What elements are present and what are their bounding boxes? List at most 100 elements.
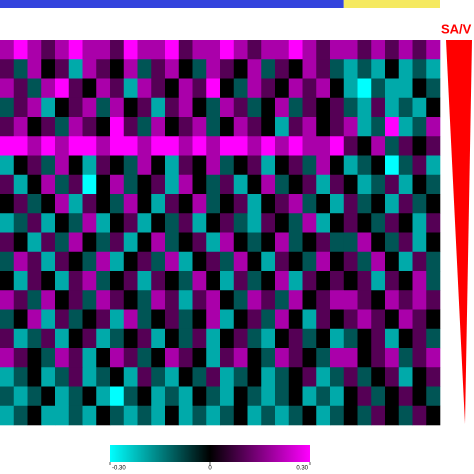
heatmap-cell: [0, 251, 15, 272]
heatmap-cell: [398, 290, 413, 310]
heatmap-cell: [357, 117, 372, 137]
heatmap-cell: [41, 213, 56, 233]
heatmap-cell: [247, 117, 262, 137]
column-group-bar: [343, 0, 440, 8]
heatmap-cell: [343, 194, 358, 214]
heatmap-cell: [412, 328, 427, 349]
heatmap-cell: [151, 155, 166, 176]
heatmap-cell: [330, 386, 345, 407]
heatmap-cell: [357, 78, 372, 99]
heatmap-cell: [206, 348, 221, 368]
heatmap-cell: [206, 59, 221, 79]
heatmap-cell: [41, 155, 56, 176]
heatmap-cell: [96, 97, 111, 118]
heatmap-cell: [398, 40, 413, 60]
heatmap-cell: [96, 155, 111, 176]
heatmap-cell: [247, 386, 262, 407]
heatmap-cell: [137, 271, 152, 291]
heatmap-cell: [82, 251, 97, 272]
heatmap-cell: [137, 136, 152, 156]
heatmap-cell: [288, 155, 303, 176]
heatmap-cell: [316, 78, 331, 99]
heatmap-cell: [371, 194, 386, 214]
heatmap-cell: [233, 290, 248, 310]
heatmap-cell: [55, 290, 70, 310]
heatmap-cell: [220, 386, 235, 407]
heatmap-cell: [398, 155, 413, 176]
heatmap-cell: [343, 78, 358, 99]
heatmap-cell: [137, 348, 152, 368]
heatmap-cell: [0, 117, 15, 137]
heatmap-cell: [330, 405, 345, 426]
heatmap-cell: [96, 117, 111, 137]
heatmap-cell: [0, 309, 15, 330]
heatmap-cell: [275, 290, 290, 310]
heatmap-cell: [123, 78, 138, 99]
heatmap-cell: [165, 232, 180, 253]
heatmap-cell: [412, 136, 427, 156]
heatmap-cell: [192, 117, 207, 137]
heatmap-cell: [206, 40, 221, 60]
heatmap-cell: [302, 136, 317, 156]
heatmap-cell: [151, 290, 166, 310]
heatmap-cell: [96, 251, 111, 272]
heatmap-cell: [137, 405, 152, 426]
heatmap-cell: [41, 136, 56, 156]
heatmap-cell: [316, 232, 331, 253]
heatmap-cell: [96, 405, 111, 426]
heatmap-cell: [0, 97, 15, 118]
heatmap-cell: [385, 194, 400, 214]
heatmap-cell: [151, 117, 166, 137]
heatmap-cell: [398, 59, 413, 79]
heatmap-cell: [151, 59, 166, 79]
heatmap-cell: [123, 386, 138, 407]
heatmap-cell: [68, 309, 83, 330]
heatmap-cell: [68, 155, 83, 176]
heatmap-cell: [0, 78, 15, 99]
heatmap-cell: [192, 348, 207, 368]
heatmap-cell: [426, 251, 441, 272]
heatmap-cell: [247, 251, 262, 272]
heatmap-cell: [302, 78, 317, 99]
heatmap-cell: [398, 367, 413, 387]
heatmap-cell: [288, 117, 303, 137]
heatmap-cell: [302, 194, 317, 214]
heatmap-cell: [178, 155, 193, 176]
heatmap-cell: [178, 251, 193, 272]
heatmap-cell: [330, 367, 345, 387]
heatmap-cell: [247, 213, 262, 233]
heatmap-cell: [343, 232, 358, 253]
heatmap-cell: [247, 59, 262, 79]
heatmap-cell: [412, 213, 427, 233]
heatmap-cell: [0, 367, 15, 387]
heatmap-cell: [13, 117, 28, 137]
heatmap-cell: [165, 117, 180, 137]
heatmap-cell: [412, 251, 427, 272]
heatmap-cell: [385, 328, 400, 349]
heatmap-cell: [68, 232, 83, 253]
heatmap-cell: [192, 309, 207, 330]
heatmap-cell: [316, 290, 331, 310]
heatmap-cell: [275, 59, 290, 79]
heatmap-cell: [316, 97, 331, 118]
heatmap-cell: [165, 78, 180, 99]
heatmap-cell: [137, 78, 152, 99]
heatmap-cell: [110, 309, 125, 330]
heatmap-cell: [110, 213, 125, 233]
heatmap-cell: [151, 348, 166, 368]
heatmap-cell: [110, 367, 125, 387]
heatmap-cell: [261, 117, 276, 137]
heatmap-cell: [137, 386, 152, 407]
heatmap-cell: [165, 251, 180, 272]
heatmap-cell: [371, 213, 386, 233]
heatmap-cell: [385, 367, 400, 387]
heatmap-cell: [330, 232, 345, 253]
heatmap-cell: [330, 290, 345, 310]
heatmap-cell: [110, 174, 125, 195]
heatmap-cell: [412, 97, 427, 118]
heatmap-cell: [371, 232, 386, 253]
heatmap-cell: [385, 309, 400, 330]
heatmap-cell: [398, 213, 413, 233]
heatmap-cell: [68, 348, 83, 368]
heatmap-cell: [330, 136, 345, 156]
